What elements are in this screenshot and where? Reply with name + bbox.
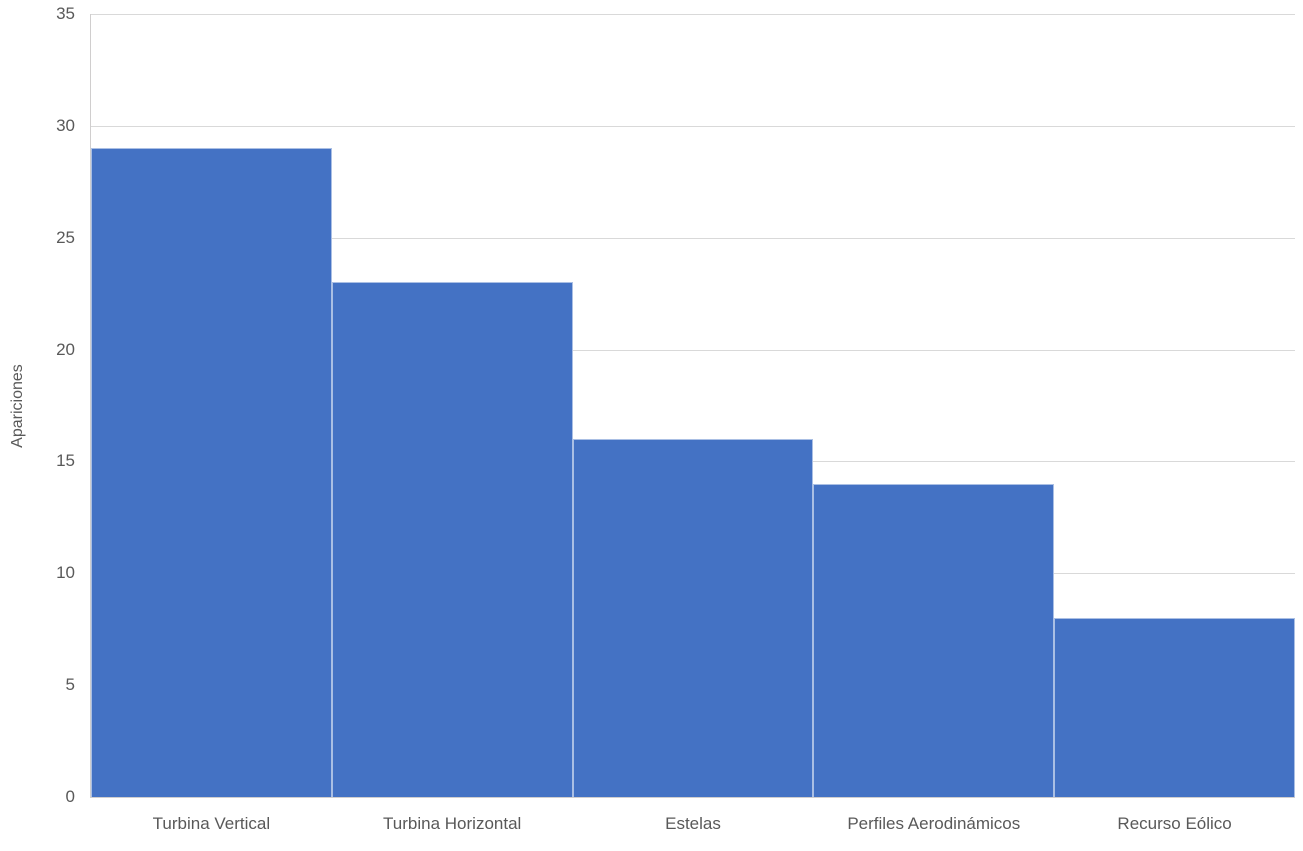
- gridline: [91, 237, 1295, 239]
- bar-turbina-vertical: [91, 148, 332, 797]
- bar-turbina-horizontal: [331, 282, 573, 797]
- bar-recurso-e-lico: [1054, 618, 1295, 797]
- gridline: [91, 349, 1295, 351]
- y-tick-label: 10: [56, 563, 75, 583]
- x-category-label: Perfiles Aerodinámicos: [847, 814, 1021, 833]
- y-tick-label: 30: [56, 115, 75, 135]
- bar-estelas: [572, 439, 814, 797]
- y-tick-label: 5: [65, 675, 75, 695]
- y-tick-label: 15: [56, 451, 75, 471]
- x-axis-line: [90, 797, 1295, 798]
- x-category-label: Estelas: [665, 814, 721, 833]
- gridline: [91, 14, 1295, 15]
- y-axis-line: [90, 14, 91, 797]
- x-category-label: Turbina Horizontal: [383, 814, 522, 833]
- y-tick-label: 20: [56, 339, 75, 359]
- plot-area: [90, 14, 1295, 798]
- x-category-label: Recurso Eólico: [1117, 814, 1232, 833]
- y-tick-label: 35: [56, 4, 75, 23]
- gridline: [91, 125, 1295, 127]
- x-category-label: Turbina Vertical: [152, 814, 271, 833]
- y-tick-label: 25: [56, 227, 75, 247]
- y-tick-label: 0: [65, 787, 75, 806]
- bar-perfiles-aerodin-micos: [813, 483, 1055, 797]
